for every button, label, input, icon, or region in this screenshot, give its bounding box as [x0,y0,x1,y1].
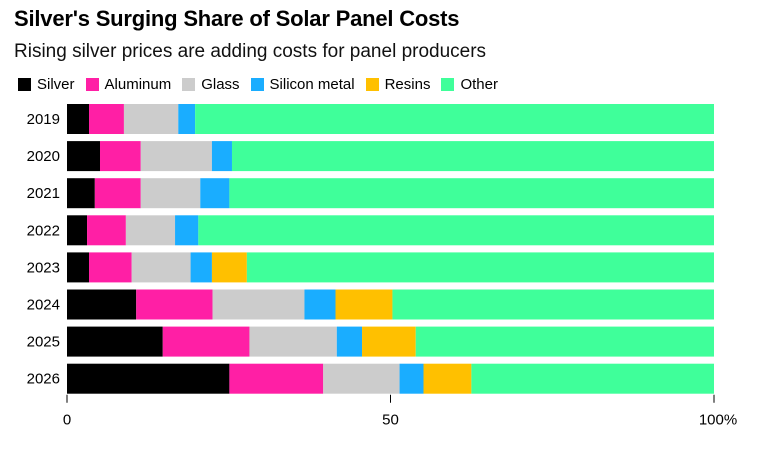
category-label-2026: 2026 [27,371,60,388]
bar-2023-silicon-metal [190,252,212,283]
bar-2022-silicon-metal [175,215,199,246]
bar-2024-other [392,289,714,320]
legend-swatch [441,78,455,91]
bar-2021-silicon-metal [200,178,230,209]
bar-2019-silver [67,104,89,134]
bar-2021-glass [140,178,201,209]
category-label-2024: 2024 [27,297,60,314]
legend-label: Aluminum [104,76,172,93]
bar-2023-silver [67,252,89,283]
category-label-2020: 2020 [27,148,60,165]
bar-2026-glass [323,363,400,394]
bar-2024-glass [212,289,305,320]
x-tick-label: 50 [382,412,399,429]
bar-2025-aluminum [162,326,250,357]
bar-2022-silver [67,215,88,246]
legend-item-aluminum: Aluminum [85,76,172,93]
legend-label: Silver [37,76,75,93]
bar-2019-glass [123,104,179,134]
bar-2026-resins [423,363,472,394]
bar-2023-glass [131,252,191,283]
legend-swatch [18,78,31,91]
bar-2020-silver [67,141,100,172]
legend-label: Resins [384,76,431,93]
bar-2025-silver [67,326,163,357]
bar-2021-silver [67,178,95,209]
bar-2020-other [231,141,715,172]
bar-2020-glass [140,141,212,172]
chart-title: Silver's Surging Share of Solar Panel Co… [14,6,460,31]
bar-2019-silicon-metal [178,104,196,134]
legend-label: Silicon metal [269,76,355,93]
legend-label: Glass [201,76,240,93]
legend-item-silicon-metal: Silicon metal [250,76,355,93]
bar-2021-other [229,178,714,209]
chart-legend: Silver Aluminum Glass Silicon metal Resins Ot… [18,76,509,93]
legend-swatch [182,78,196,91]
legend-swatch [85,78,99,91]
bar-2026-silicon-metal [399,363,424,394]
bar-2024-silver [67,289,137,320]
bar-2024-aluminum [136,289,213,320]
bar-2025-resins [362,326,416,357]
bar-2026-aluminum [229,363,324,394]
bar-2020-aluminum [99,141,141,172]
category-label-2023: 2023 [27,259,60,276]
bar-2025-other [415,326,714,357]
bar-2026-other [471,363,714,394]
bar-2024-resins [335,289,393,320]
legend-swatch [250,78,264,91]
bar-2023-aluminum [88,252,132,283]
category-label-2019: 2019 [27,111,60,128]
bar-2019-aluminum [88,104,124,134]
bar-2022-glass [125,215,176,246]
legend-label: Other [460,76,498,93]
bar-2023-other [246,252,714,283]
bar-2025-silicon-metal [336,326,363,357]
bar-2023-resins [211,252,247,283]
bar-2022-aluminum [87,215,126,246]
category-label-2025: 2025 [27,334,60,351]
bar-2024-silicon-metal [304,289,336,320]
bar-2021-aluminum [94,178,141,209]
bar-2025-glass [249,326,337,357]
bar-2019-other [195,104,714,134]
x-tick-label: 100% [699,412,737,429]
legend-item-resins: Resins [365,76,431,93]
bar-2022-other [198,215,714,246]
legend-swatch [365,78,379,91]
legend-item-glass: Glass [182,76,240,93]
category-label-2021: 2021 [27,185,60,202]
bar-2020-silicon-metal [211,141,232,172]
category-label-2022: 2022 [27,222,60,239]
x-tick-label: 0 [63,412,71,429]
chart-subtitle: Rising silver prices are adding costs fo… [14,41,487,62]
legend-item-other: Other [441,76,498,93]
bar-2026-silver [67,363,230,394]
legend-item-silver: Silver [18,76,75,93]
